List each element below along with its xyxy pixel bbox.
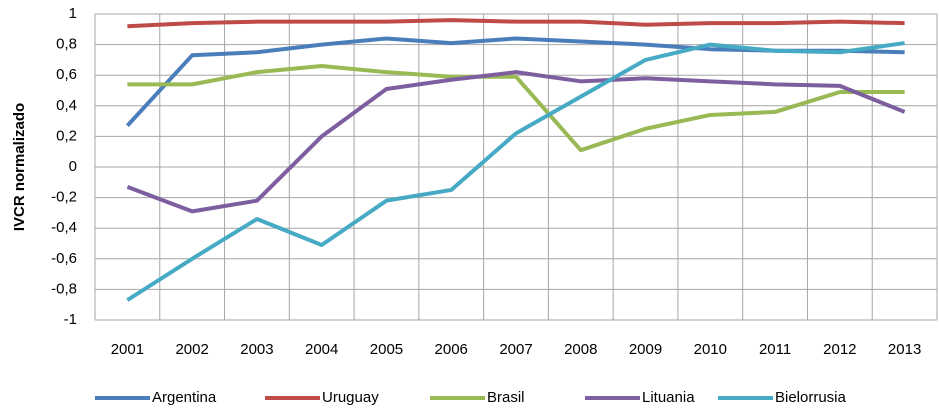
y-axis-label: IVCR normalizado xyxy=(11,103,28,231)
x-tick-label: 2011 xyxy=(759,341,791,358)
x-tick-label: 2013 xyxy=(888,341,921,358)
y-tick-label: -0,4 xyxy=(51,219,77,236)
x-tick-label: 2007 xyxy=(499,341,532,358)
x-tick-label: 2006 xyxy=(435,341,468,358)
x-tick-label: 2002 xyxy=(175,341,208,358)
legend-label: Lituania xyxy=(642,389,695,406)
y-tick-label: -0,2 xyxy=(51,189,77,206)
x-tick-label: 2012 xyxy=(823,341,856,358)
legend-label: Argentina xyxy=(152,389,217,406)
series-line xyxy=(127,64,905,153)
y-tick-label: 0 xyxy=(69,158,77,175)
x-tick-label: 2008 xyxy=(564,341,597,358)
x-tick-label: 2003 xyxy=(240,341,273,358)
x-tick-label: 2004 xyxy=(305,341,338,358)
legend-label: Bielorrusia xyxy=(775,389,847,406)
series-line xyxy=(126,70,906,214)
y-tick-label: -0,8 xyxy=(51,280,77,297)
x-tick-label: 2009 xyxy=(629,341,662,358)
y-tick-label: 0,4 xyxy=(56,97,77,114)
legend-label: Brasil xyxy=(487,389,525,406)
y-tick-label: -0,6 xyxy=(51,250,77,267)
legend-label: Uruguay xyxy=(322,389,379,406)
series-line xyxy=(127,18,905,29)
x-tick-label: 2001 xyxy=(111,341,144,358)
y-tick-label: 1 xyxy=(69,5,77,22)
x-tick-label: 2005 xyxy=(370,341,403,358)
series-line xyxy=(126,41,905,302)
y-tick-label: 0,8 xyxy=(56,36,77,53)
y-tick-label: -1 xyxy=(64,311,77,328)
y-tick-label: 0,2 xyxy=(56,127,77,144)
x-tick-label: 2010 xyxy=(694,341,727,358)
y-tick-label: 0,6 xyxy=(56,66,77,83)
